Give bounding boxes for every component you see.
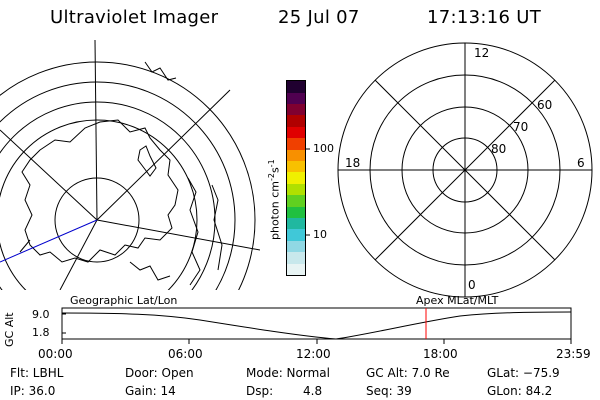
colorbar-swatch (287, 217, 305, 230)
coastline (211, 184, 223, 271)
colorbar-swatch (287, 240, 305, 253)
hour-label-12: 12 (474, 46, 490, 60)
timeline-right-title: Apex MLat/MLT (416, 294, 499, 307)
colorbar-swatch (287, 252, 305, 264)
info-glat: GLat: −75.9 (487, 366, 560, 380)
colorbar-swatch (287, 149, 305, 161)
timeline-xtick-1200: 12:00 (296, 347, 331, 361)
info-glon: GLon: 84.2 (487, 384, 553, 398)
time-label: 17:13:16 UT (427, 7, 542, 28)
geographic-map (0, 40, 260, 290)
colorbar-swatch (287, 263, 305, 275)
meridian-line (94, 40, 98, 221)
info-ip: IP: 36.0 (10, 384, 56, 398)
date-label: 25 Jul 07 (278, 7, 360, 28)
coastline (129, 261, 171, 281)
timeline-chart (61, 307, 572, 344)
timeline-ytick-9: 9.0 (32, 308, 50, 321)
colorbar-swatch (287, 183, 305, 196)
coastline (137, 145, 157, 177)
timeline-frame (61, 307, 572, 340)
colorbar-swatch (287, 92, 305, 104)
meridian-line (0, 129, 98, 221)
colorbar-swatch (287, 103, 305, 116)
hour-label-0: 0 (468, 278, 476, 292)
colorbar-swatch (287, 172, 305, 184)
meridian-line (96, 89, 231, 221)
info-gain: Gain: 14 (125, 384, 176, 398)
hour-label-18: 18 (345, 156, 361, 170)
timeline-xtick-2359: 23:59 (556, 347, 591, 361)
colorbar-ticks (306, 148, 310, 236)
polar-diagonal (374, 79, 556, 261)
colorbar-tick-10: 10 (313, 228, 327, 241)
timeline-xtick-1800: 18:00 (423, 347, 458, 361)
hour-label-6: 6 (577, 156, 585, 170)
colorbar (286, 80, 306, 276)
info-mode: Mode: Normal (246, 366, 330, 380)
coastline (19, 239, 31, 253)
colorbar-swatch (287, 138, 305, 150)
lat-label-60: 60 (537, 98, 553, 112)
altitude-curve (61, 311, 572, 340)
colorbar-swatch (287, 206, 305, 218)
coastline (187, 177, 201, 286)
info-door: Door: Open (125, 366, 194, 380)
timeline-xtick-0600: 06:00 (168, 347, 203, 361)
app-title: Ultraviolet Imager (50, 7, 219, 28)
colorbar-swatch (287, 126, 305, 139)
colorbar-unit-label: photon cm-2s-1 (267, 159, 282, 240)
info-seq: Seq: 39 (366, 384, 412, 398)
info-filter: Flt: LBHL (10, 366, 64, 380)
meridian-line (96, 219, 260, 251)
colorbar-tick-100: 100 (313, 142, 334, 155)
lat-circle (0, 81, 236, 290)
lat-label-80: 80 (491, 142, 507, 156)
colorbar-swatch (287, 81, 305, 93)
orbit-track-line (0, 219, 98, 263)
polar-plot (337, 42, 593, 298)
colorbar-swatch (287, 115, 305, 127)
colorbar-swatch (287, 160, 305, 173)
lat-circle (0, 101, 216, 290)
info-gc-alt: GC Alt: 7.0 Re (366, 366, 450, 380)
info-dsp-value: 4.8 (303, 384, 323, 398)
lat-circle (0, 119, 198, 290)
colorbar-swatch (287, 195, 305, 207)
coastline (21, 119, 179, 263)
timeline-xtick-0000: 00:00 (38, 347, 73, 361)
timeline-left-title: Geographic Lat/Lon (70, 294, 178, 307)
timeline-ytick-1-8: 1.8 (32, 326, 50, 339)
colorbar-swatch (287, 229, 305, 241)
lat-label-70: 70 (513, 120, 529, 134)
meridian-line (59, 219, 98, 290)
lat-circle (0, 61, 256, 290)
info-dsp-label: Dsp: (246, 384, 274, 398)
coastline (144, 61, 177, 81)
